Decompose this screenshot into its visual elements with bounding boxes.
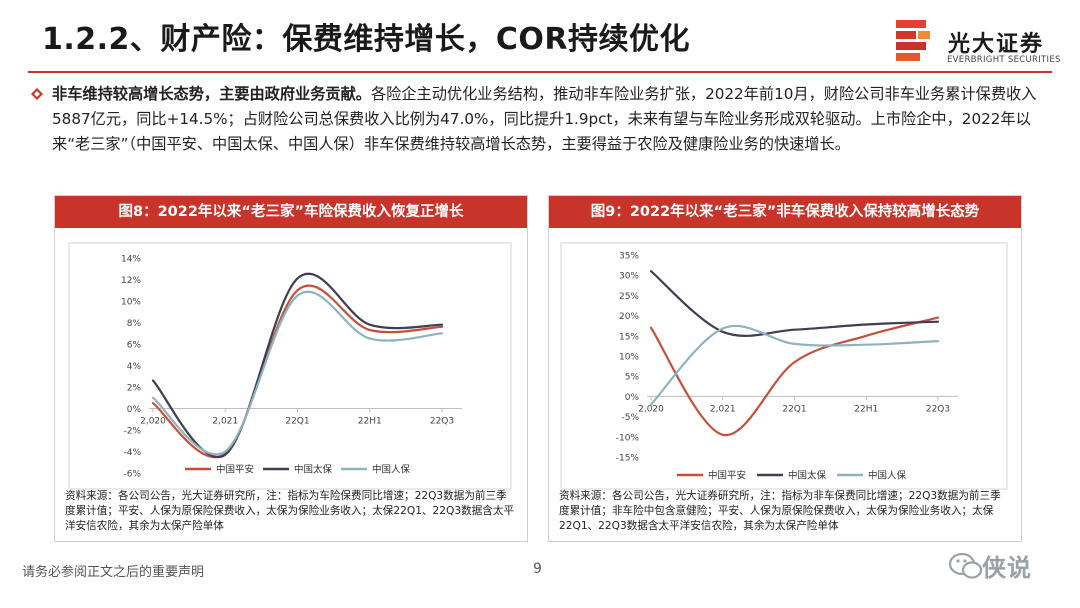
y-tick-label: 20%	[619, 312, 639, 322]
plot-frame	[68, 242, 512, 490]
x-tick-label: 2,020	[140, 417, 166, 427]
y-tick-label: 5%	[625, 373, 640, 383]
page-title: 1.2.2、财产险：保费维持增长，COR持续优化	[42, 22, 691, 57]
brand-name-en: EVERBRIGHT SECURITIES	[947, 55, 1061, 65]
diamond-bullet-icon	[31, 88, 43, 100]
figure-9-source: 资料来源：各公司公告，光大证券研究所，注：指标为非车保费同比增速；22Q3数据为…	[559, 490, 1001, 532]
y-tick-label: 15%	[619, 332, 639, 342]
y-tick-label: -4%	[123, 448, 141, 458]
summary-paragraph: 非车维持较高增长态势，主要由政府业务贡献。各险企主动优化业务结构，推动非车险业务…	[52, 82, 1052, 157]
series-line	[151, 290, 444, 456]
figure-9-chart: 35% 30% 25% 20% 15% 10% 5% 0% -5% -10% -15% 2,020 2,…	[560, 242, 1008, 490]
series-line	[649, 324, 940, 406]
y-tick-label: 14%	[121, 255, 141, 265]
x-tick-label: 22H1	[854, 404, 878, 414]
figure-8-source: 资料来源：各公司公告，光大证券研究所，注：指标为车险保费同比增速；22Q3数据为…	[65, 490, 515, 532]
legend-label: 中国平安	[216, 464, 254, 476]
x-tick-label: 2,021	[710, 404, 736, 414]
y-tick-label: 30%	[619, 272, 639, 282]
series-line	[151, 272, 444, 459]
series-line	[649, 270, 940, 337]
legend-label: 中国人保	[868, 470, 907, 482]
watermark-text: 侠说	[982, 554, 1032, 582]
header-divider	[28, 71, 1052, 73]
y-tick-label: 12%	[121, 276, 141, 286]
legend-label: 中国平安	[708, 470, 746, 482]
figure-8-heading: 图8：2022年以来“老三家”车险保费收入恢复正增长	[55, 196, 527, 228]
y-tick-label: 10%	[121, 298, 141, 308]
wechat-watermark-icon	[948, 552, 983, 579]
y-tick-label: -2%	[123, 427, 141, 437]
plot-frame	[560, 242, 1008, 490]
y-tick-label: -15%	[616, 454, 640, 464]
y-tick-label: 2%	[127, 384, 142, 394]
y-tick-label: 4%	[127, 362, 142, 372]
x-tick-label: 2,021	[212, 417, 238, 427]
y-tick-label: -6%	[123, 470, 141, 480]
disclaimer-note: 请务必参阅正文之后的重要声明	[22, 565, 205, 580]
x-tick-label: 22Q3	[926, 404, 950, 414]
x-tick-label: 22Q1	[285, 417, 309, 427]
y-tick-label: 8%	[127, 319, 142, 329]
brand-mark-icon	[896, 20, 930, 61]
y-tick-label: 10%	[619, 353, 639, 363]
figure-9-heading: 图9：2022年以来“老三家”非车保费收入保持较高增长态势	[549, 196, 1021, 228]
y-tick-label: 25%	[619, 292, 639, 302]
y-tick-label: 35%	[619, 252, 639, 262]
legend-label: 中国太保	[788, 470, 827, 482]
x-tick-label: 22Q3	[430, 417, 454, 427]
figure-9-panel: 图9：2022年以来“老三家”非车保费收入保持较高增长态势 35% 30% 25% 2…	[548, 195, 1022, 542]
y-tick-label: -10%	[616, 433, 640, 443]
y-tick-label: 6%	[127, 341, 142, 351]
summary-body: 各险企主动优化业务结构，推动非车险业务扩张，2022年前10月，财险公司非车业务…	[52, 85, 1037, 153]
x-tick-label: 2,020	[638, 404, 664, 414]
y-tick-label: 0%	[127, 405, 142, 415]
x-tick-label: 22H1	[358, 417, 382, 427]
figure-8-panel: 图8：2022年以来“老三家”车险保费收入恢复正增长 14% 12% 10% 8% 6%…	[54, 195, 528, 542]
figure-8-chart: 14% 12% 10% 8% 6% 4% 2% 0% -2% -4% -6% 2,020 2,021 22…	[68, 242, 512, 490]
brand-logo	[896, 20, 930, 61]
y-tick-label: 0%	[625, 393, 640, 403]
x-tick-label: 22Q1	[782, 404, 806, 414]
legend-label: 中国太保	[294, 464, 333, 476]
y-tick-label: -5%	[621, 413, 639, 423]
page-number: 9	[533, 561, 542, 577]
summary-lead: 非车维持较高增长态势，主要由政府业务贡献。	[52, 85, 371, 103]
legend-label: 中国人保	[372, 464, 411, 476]
series-line	[649, 316, 940, 436]
brand-name-cn: 光大证券	[948, 32, 1045, 57]
series-line	[151, 284, 444, 458]
